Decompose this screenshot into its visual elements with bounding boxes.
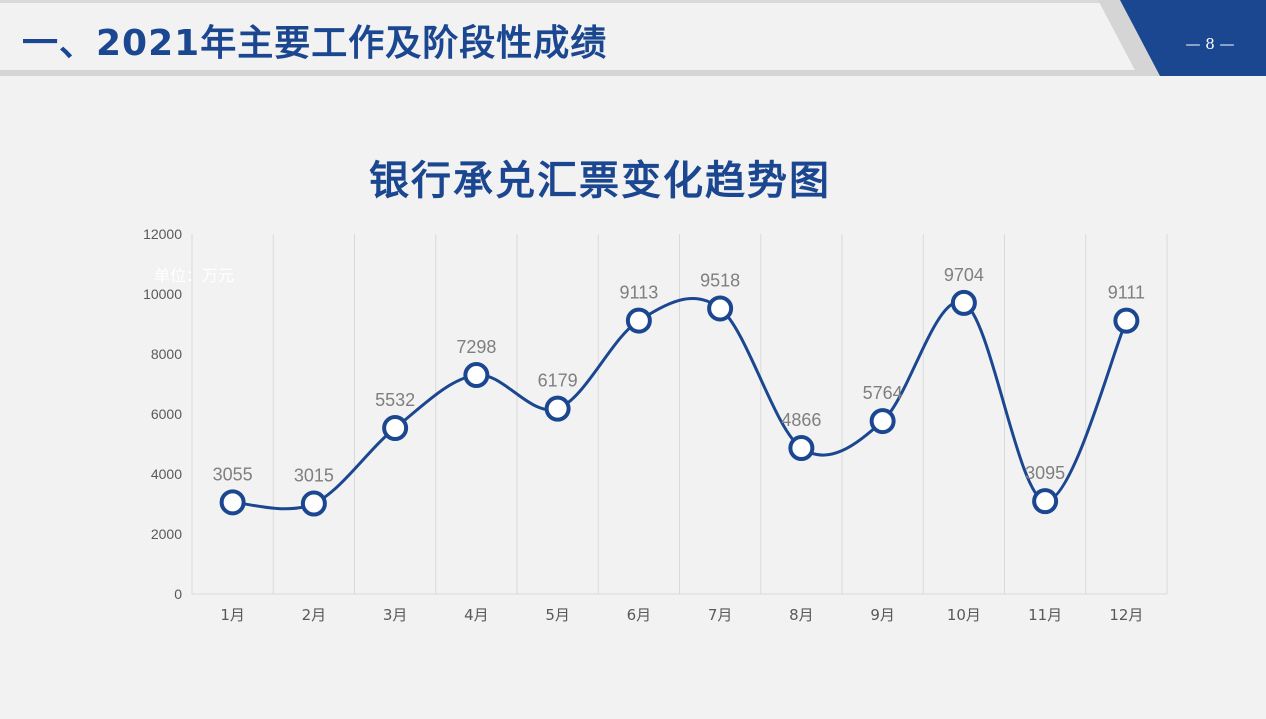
chart-title: 银行承兑汇票变化趋势图 xyxy=(369,158,831,204)
corner-blue-block xyxy=(1120,0,1266,76)
data-point xyxy=(382,415,409,442)
data-point xyxy=(463,362,490,389)
x-tick-label: 4月 xyxy=(464,606,489,624)
data-label: 3015 xyxy=(294,466,334,486)
x-tick-label: 10月 xyxy=(947,606,981,624)
data-point xyxy=(950,289,977,316)
data-label: 9113 xyxy=(620,283,659,303)
y-tick-label: 12000 xyxy=(143,226,182,242)
y-tick-label: 2000 xyxy=(151,526,182,542)
page-title: 一、2021年主要工作及阶段性成绩 xyxy=(22,23,608,64)
y-tick-label: 6000 xyxy=(151,406,182,422)
x-tick-label: 7月 xyxy=(708,606,733,624)
data-label: 4866 xyxy=(781,410,821,430)
marker-layer xyxy=(219,289,1140,517)
label-layer: 3055 3015 5532 7298 6179 9113 9518 4866 5764 9704… xyxy=(213,265,1145,486)
header-divider xyxy=(0,70,1168,76)
data-point xyxy=(219,489,246,516)
x-tick-label: 11月 xyxy=(1028,606,1062,624)
data-point xyxy=(1113,307,1140,334)
x-tick-label: 6月 xyxy=(627,606,652,624)
data-point xyxy=(707,295,734,322)
data-point xyxy=(1032,488,1059,515)
data-label: 6179 xyxy=(538,371,578,391)
data-label: 3055 xyxy=(213,464,253,484)
data-label: 9518 xyxy=(700,270,740,290)
x-tick-label: 5月 xyxy=(545,606,570,624)
data-point xyxy=(300,490,327,517)
x-tick-label: 3月 xyxy=(383,606,408,624)
y-tick-label: 10000 xyxy=(143,286,182,302)
x-tick-label: 8月 xyxy=(789,606,814,624)
x-tick-label: 1月 xyxy=(220,606,245,624)
header-top-line xyxy=(0,0,1110,3)
y-tick-label: 4000 xyxy=(151,466,182,482)
corner-decoration xyxy=(1098,0,1266,76)
y-tick-label: 0 xyxy=(174,586,182,602)
grid-layer xyxy=(191,234,1168,594)
data-label: 7298 xyxy=(456,337,496,357)
x-tick-label: 9月 xyxy=(870,606,895,624)
y-tick-label: 8000 xyxy=(151,346,182,362)
data-label: 5532 xyxy=(375,390,415,410)
data-point xyxy=(625,307,652,334)
axis-layer: 0 2000 4000 6000 8000 10000 12000 1月 2月 3月 4月 5月 6月 7… xyxy=(143,226,1167,624)
x-tick-label: 2月 xyxy=(302,606,327,624)
data-point xyxy=(869,408,896,435)
data-point xyxy=(788,435,815,462)
data-label: 3095 xyxy=(1025,463,1065,483)
data-label: 9111 xyxy=(1108,283,1145,303)
unit-label: 单位：万元 xyxy=(154,266,235,285)
data-label: 9704 xyxy=(944,265,984,285)
data-label: 5764 xyxy=(863,383,903,403)
data-point xyxy=(544,395,571,422)
page-number: — 8 — xyxy=(1185,35,1235,53)
x-tick-label: 12月 xyxy=(1109,606,1143,624)
